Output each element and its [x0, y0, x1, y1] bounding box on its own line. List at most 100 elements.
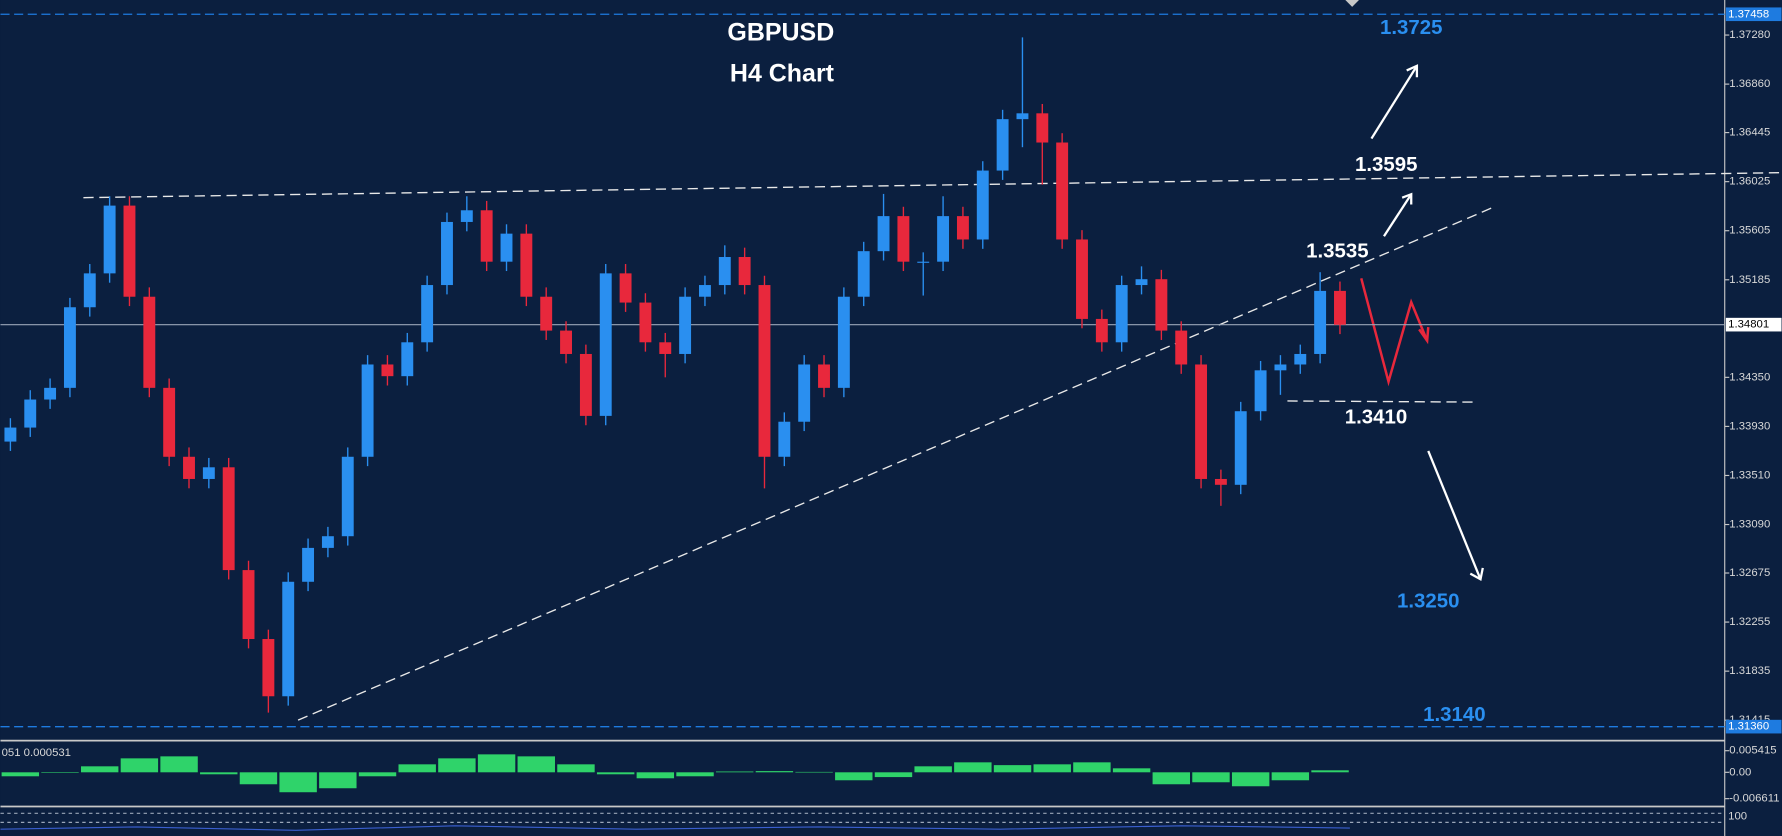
candle-body [202, 467, 215, 479]
candle-body [758, 285, 771, 457]
candle-body [659, 342, 672, 354]
arrow [1383, 193, 1413, 237]
indicator-bar [200, 772, 238, 775]
candle-body [996, 119, 1009, 171]
candle-body [560, 330, 572, 354]
candle-body [500, 233, 513, 262]
candle-body [83, 273, 96, 308]
candle-body [1314, 290, 1327, 354]
candle-body [837, 296, 850, 388]
indicator-bar [1192, 772, 1230, 783]
candle-body [381, 364, 394, 377]
indicator-bar [319, 772, 357, 789]
bottom-panel-label: 100 [1728, 811, 1747, 823]
indicator-bar [1033, 764, 1071, 773]
candle-body [639, 302, 652, 343]
y-tick-label: 1.32255 [1729, 616, 1770, 628]
level-annotation: 1.3410 [1345, 405, 1408, 428]
candle-body [421, 285, 434, 343]
indicator-tick-label: 0.005415 [1729, 745, 1776, 757]
current-price-box [1725, 317, 1782, 332]
indicator-bar [914, 766, 952, 773]
candle-body [262, 639, 275, 697]
arrow-head [1406, 64, 1419, 78]
candle-body [1254, 370, 1267, 412]
indicator-bar [716, 771, 754, 773]
level-annotation: 1.3535 [1306, 240, 1369, 263]
candle-body [222, 467, 235, 571]
candle-body [540, 296, 553, 331]
indicator-bar [517, 756, 555, 773]
level-label-box [1725, 719, 1782, 734]
indicator-bar [676, 772, 714, 777]
candle-body [877, 216, 890, 252]
resistance-line [83, 171, 1782, 199]
level-annotation: 1.3595 [1355, 153, 1418, 176]
candle-body [698, 285, 711, 297]
arrow [1427, 450, 1482, 580]
candle-body [242, 570, 255, 640]
candle-body [579, 353, 592, 416]
bottom-panel-line [0, 825, 1350, 831]
arrow [1370, 65, 1418, 140]
indicator-bar [438, 758, 476, 773]
candle-body [460, 210, 473, 222]
candle-body [937, 216, 950, 262]
candle-body [302, 547, 315, 582]
indicator-bar [398, 764, 436, 773]
candle-body [1115, 285, 1128, 343]
level-label: 1.31360 [1728, 721, 1769, 733]
candle-body [361, 364, 374, 457]
indicator-bar [1112, 768, 1151, 773]
candle-body [976, 170, 989, 240]
candle-body [718, 257, 731, 286]
indicator-bar [755, 771, 794, 773]
indicator-bar [636, 772, 675, 779]
candle-body [1016, 113, 1029, 120]
candle-body [282, 581, 295, 697]
y-tick-label: 1.36860 [1729, 78, 1770, 90]
candle-body [857, 251, 870, 297]
candle-body [1294, 353, 1307, 365]
y-tick-label: 1.31835 [1729, 665, 1770, 677]
candle-body [798, 364, 811, 422]
candle-body [520, 233, 533, 297]
candle-body [1334, 290, 1346, 325]
y-tick-label: 1.35605 [1729, 225, 1770, 237]
candle-body [679, 296, 692, 354]
candle-body [818, 364, 830, 388]
candle-body [103, 205, 116, 274]
y-tick-label: 1.36445 [1729, 127, 1770, 139]
y-tick-label: 1.33510 [1729, 469, 1770, 481]
candle-body [183, 456, 195, 479]
indicator-bar [1152, 772, 1191, 785]
indicator-bar [1271, 772, 1310, 781]
candle-body [1214, 478, 1227, 485]
candle-body [24, 399, 37, 428]
level-label: 1.37458 [1728, 8, 1769, 20]
indicator-bar [239, 772, 278, 785]
candle-body [441, 221, 453, 286]
indicator-bar [835, 772, 873, 781]
candle-body [1036, 113, 1049, 143]
level-annotation: 1.3725 [1380, 16, 1443, 39]
candle-body [123, 205, 136, 297]
candle-body [1274, 364, 1287, 371]
candle-body [1195, 364, 1208, 479]
arrows [1370, 64, 1484, 582]
y-tick-label: 1.32675 [1729, 567, 1770, 579]
indicator-bar [1311, 770, 1349, 773]
candle-body [401, 342, 414, 377]
candle-body [4, 427, 17, 442]
arrow-head [1401, 192, 1413, 205]
candle-body [1095, 318, 1108, 343]
candle-body [897, 216, 910, 262]
indicator-bar [596, 772, 635, 775]
candle-body [917, 261, 930, 263]
indicator-bar [795, 771, 833, 773]
y-tick-label: 1.33930 [1729, 420, 1770, 432]
candle-body [778, 421, 791, 457]
